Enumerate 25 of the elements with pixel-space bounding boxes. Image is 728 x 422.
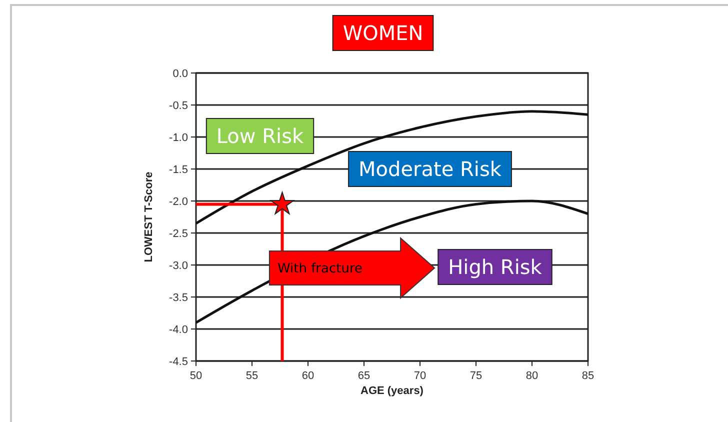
annotation: Moderate Risk xyxy=(358,157,502,182)
x-tick-label: 75 xyxy=(470,370,482,382)
x-tick-label: 85 xyxy=(582,370,594,382)
x-axis-title: AGE (years) xyxy=(360,385,424,397)
y-tick-label: -0.5 xyxy=(169,100,188,112)
y-tick-label: -1.5 xyxy=(169,164,188,176)
x-tick-label: 50 xyxy=(190,370,202,382)
y-tick-label: 0.0 xyxy=(172,68,188,80)
x-tick-label: 60 xyxy=(302,370,314,382)
x-tick-label: 55 xyxy=(246,370,258,382)
x-tick-label: 70 xyxy=(414,370,426,382)
annotation: Low Risk xyxy=(216,124,304,148)
y-tick-label: -4.0 xyxy=(169,324,188,336)
annotation: High Risk xyxy=(448,255,542,280)
x-tick-label: 80 xyxy=(526,370,538,382)
y-tick-label: -1.0 xyxy=(169,132,188,144)
y-tick-label: -4.5 xyxy=(169,356,188,368)
y-tick-label: -3.0 xyxy=(169,260,188,272)
annotation: With fracture xyxy=(277,262,363,277)
x-tick-label: 65 xyxy=(358,370,370,382)
chart-title: WOMEN xyxy=(342,21,424,46)
y-tick-label: -2.0 xyxy=(169,196,188,208)
y-axis-title: LOWEST T-Score xyxy=(143,172,155,262)
y-tick-label: -2.5 xyxy=(169,228,188,240)
y-tick-label: -3.5 xyxy=(169,292,188,304)
